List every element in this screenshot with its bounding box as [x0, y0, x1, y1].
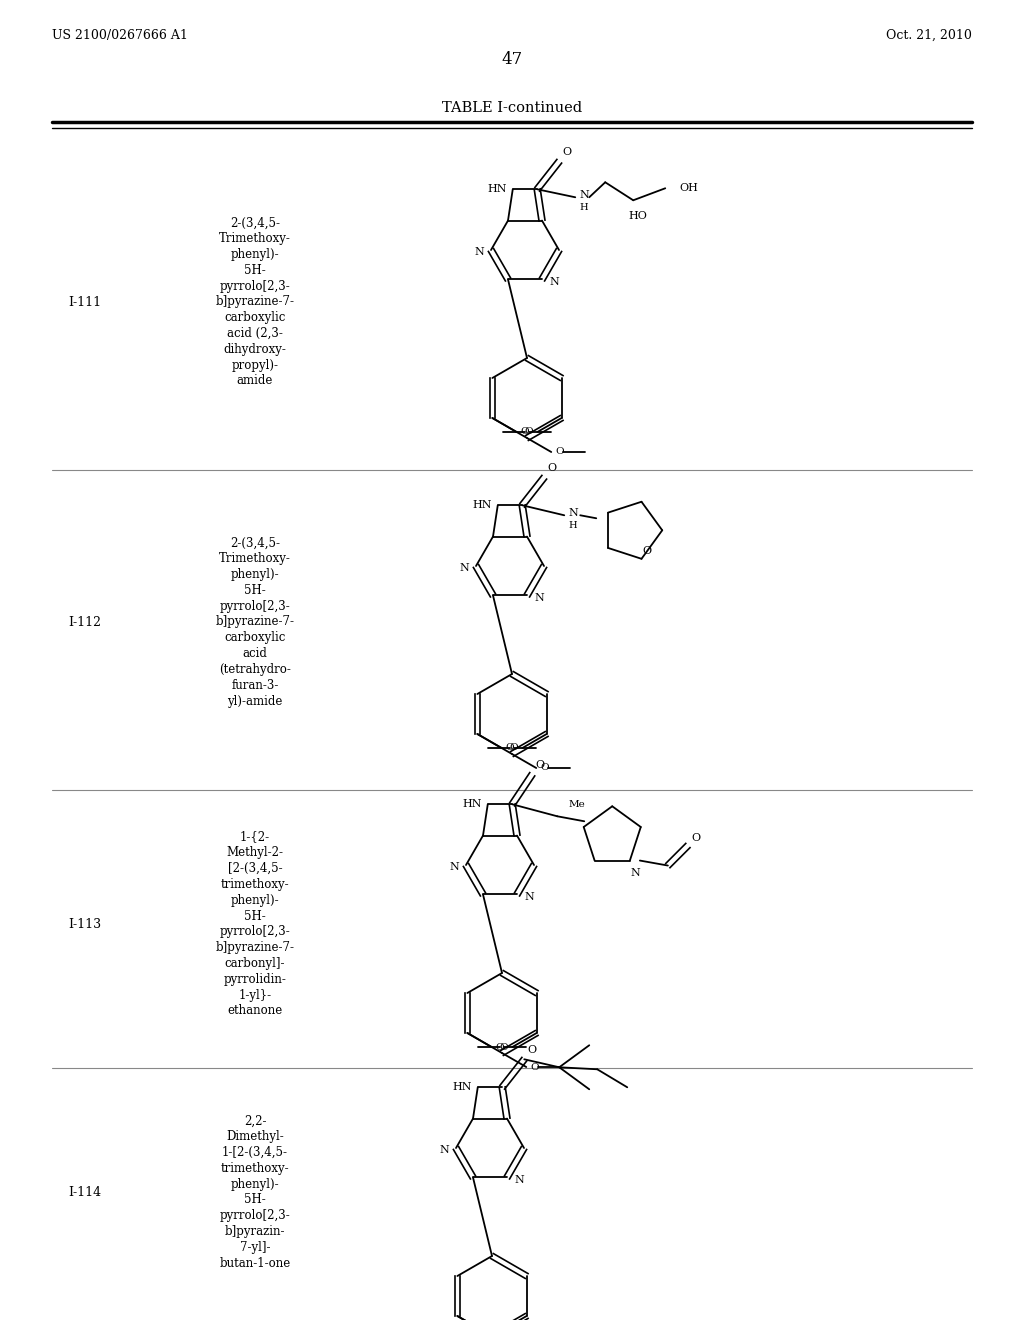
Text: I-112: I-112 [69, 615, 101, 628]
Text: O: O [510, 743, 518, 752]
Text: 47: 47 [502, 51, 522, 69]
Text: 1-yl}-: 1-yl}- [239, 989, 271, 1002]
Text: 5H-: 5H- [244, 583, 266, 597]
Text: US 2100/0267666 A1: US 2100/0267666 A1 [52, 29, 187, 41]
Text: phenyl)-: phenyl)- [230, 1177, 280, 1191]
Text: phenyl)-: phenyl)- [230, 248, 280, 261]
Text: N: N [474, 247, 484, 257]
Text: N: N [514, 1175, 524, 1185]
Text: 1-{2-: 1-{2- [240, 830, 270, 843]
Text: phenyl)-: phenyl)- [230, 894, 280, 907]
Text: N: N [450, 862, 459, 873]
Text: O: O [562, 148, 571, 157]
Text: Trimethoxy-: Trimethoxy- [219, 232, 291, 246]
Text: I-113: I-113 [69, 917, 101, 931]
Text: N: N [459, 564, 469, 573]
Text: amide: amide [237, 375, 273, 388]
Text: b]pyrazin-: b]pyrazin- [224, 1225, 286, 1238]
Text: phenyl)-: phenyl)- [230, 568, 280, 581]
Text: pyrrolo[2,3-: pyrrolo[2,3- [219, 599, 291, 612]
Text: I-114: I-114 [69, 1185, 101, 1199]
Text: O: O [527, 1045, 537, 1055]
Text: N: N [568, 508, 578, 519]
Text: acid (2,3-: acid (2,3- [227, 327, 283, 341]
Text: Methyl-2-: Methyl-2- [226, 846, 284, 859]
Text: TABLE I-continued: TABLE I-continued [442, 102, 582, 115]
Text: HN: HN [462, 800, 481, 809]
Text: HN: HN [452, 1082, 471, 1092]
Text: N: N [549, 277, 559, 288]
Text: O: O [691, 833, 700, 842]
Text: [2-(3,4,5-: [2-(3,4,5- [227, 862, 283, 875]
Text: 2-(3,4,5-: 2-(3,4,5- [230, 216, 280, 230]
Text: N: N [524, 892, 534, 903]
Text: butan-1-one: butan-1-one [219, 1257, 291, 1270]
Text: O: O [541, 763, 549, 772]
Text: carboxylic: carboxylic [224, 312, 286, 325]
Text: N: N [439, 1144, 449, 1155]
Text: 1-[2-(3,4,5-: 1-[2-(3,4,5- [222, 1146, 288, 1159]
Text: H: H [568, 521, 577, 529]
Text: O: O [536, 760, 545, 771]
Text: carbonyl]-: carbonyl]- [224, 957, 286, 970]
Text: propyl)-: propyl)- [231, 359, 279, 372]
Text: yl)-amide: yl)-amide [227, 694, 283, 708]
Text: I-111: I-111 [69, 296, 101, 309]
Text: O: O [500, 1043, 508, 1052]
Text: b]pyrazine-7-: b]pyrazine-7- [215, 941, 295, 954]
Text: furan-3-: furan-3- [231, 678, 279, 692]
Text: Trimethoxy-: Trimethoxy- [219, 552, 291, 565]
Text: Oct. 21, 2010: Oct. 21, 2010 [886, 29, 972, 41]
Text: O: O [524, 428, 534, 437]
Text: O: O [520, 428, 529, 437]
Text: N: N [630, 867, 640, 878]
Text: b]pyrazine-7-: b]pyrazine-7- [215, 296, 295, 309]
Text: HN: HN [487, 185, 507, 194]
Text: O: O [555, 447, 564, 457]
Text: trimethoxy-: trimethoxy- [221, 878, 290, 891]
Text: N: N [580, 190, 589, 201]
Text: (tetrahydro-: (tetrahydro- [219, 663, 291, 676]
Text: H: H [580, 203, 588, 211]
Text: 5H-: 5H- [244, 264, 266, 277]
Text: trimethoxy-: trimethoxy- [221, 1162, 290, 1175]
Text: O: O [642, 545, 651, 556]
Text: pyrrolo[2,3-: pyrrolo[2,3- [219, 280, 291, 293]
Text: carboxylic: carboxylic [224, 631, 286, 644]
Text: 7-yl]-: 7-yl]- [240, 1241, 270, 1254]
Text: ethanone: ethanone [227, 1005, 283, 1018]
Text: Me: Me [569, 800, 586, 809]
Text: O: O [530, 1063, 539, 1072]
Text: Dimethyl-: Dimethyl- [226, 1130, 284, 1143]
Text: pyrrolidin-: pyrrolidin- [223, 973, 287, 986]
Text: HN: HN [472, 500, 492, 511]
Text: O: O [506, 743, 514, 752]
Text: 2-(3,4,5-: 2-(3,4,5- [230, 536, 280, 549]
Text: b]pyrazine-7-: b]pyrazine-7- [215, 615, 295, 628]
Text: O: O [548, 463, 557, 474]
Text: pyrrolo[2,3-: pyrrolo[2,3- [219, 925, 291, 939]
Text: O: O [496, 1043, 504, 1052]
Text: 5H-: 5H- [244, 909, 266, 923]
Text: dihydroxy-: dihydroxy- [223, 343, 287, 356]
Text: pyrrolo[2,3-: pyrrolo[2,3- [219, 1209, 291, 1222]
Text: HO: HO [629, 211, 647, 222]
Text: 2,2-: 2,2- [244, 1114, 266, 1127]
Text: 5H-: 5H- [244, 1193, 266, 1206]
Text: N: N [535, 594, 544, 603]
Text: acid: acid [243, 647, 267, 660]
Text: OH: OH [679, 183, 698, 193]
